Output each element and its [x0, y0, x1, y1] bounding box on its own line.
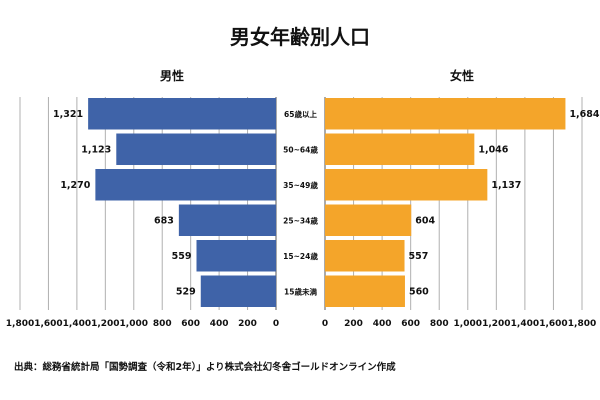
bar-male: [200, 275, 276, 307]
category-label: 35~49歳: [283, 180, 318, 190]
bar-female: [325, 275, 405, 307]
bar-male: [196, 240, 276, 272]
tick-label-right: 200: [344, 319, 363, 329]
tick-label-left: 800: [153, 319, 172, 329]
category-label: 15~24歳: [283, 251, 318, 261]
tick-label-left: 600: [181, 319, 200, 329]
tick-label-right: 800: [430, 319, 449, 329]
chart-title: 男女年齢別人口: [230, 25, 370, 49]
tick-label-left: 1,800: [6, 319, 34, 329]
bar-male: [178, 204, 276, 236]
tick-label-left: 0: [273, 319, 279, 329]
tick-label-right: 1,000: [454, 319, 482, 329]
data-label-female: 604: [415, 215, 435, 226]
category-label: 50~64歳: [283, 144, 318, 154]
tick-label-left: 400: [210, 319, 229, 329]
tick-label-right: 1,600: [539, 319, 567, 329]
tick-label-right: 0: [322, 319, 328, 329]
data-label-male: 1,321: [53, 109, 83, 120]
legend-female: 女性: [450, 68, 474, 83]
bar-male: [116, 133, 276, 165]
bar-male: [88, 98, 276, 130]
tick-label-right: 1,200: [482, 319, 510, 329]
data-label-male: 683: [154, 215, 174, 226]
tick-label-left: 1,400: [63, 319, 91, 329]
tick-label-left: 1,000: [120, 319, 148, 329]
data-label-male: 529: [176, 286, 196, 297]
category-label: 25~34歳: [283, 215, 318, 225]
tick-label-right: 1,400: [511, 319, 539, 329]
tick-label-left: 1,600: [34, 319, 62, 329]
data-label-female: 1,684: [569, 109, 599, 120]
data-label-male: 1,270: [60, 180, 90, 191]
data-label-male: 559: [172, 251, 192, 262]
bar-female: [325, 98, 566, 130]
tick-label-right: 400: [373, 319, 392, 329]
data-label-female: 560: [409, 286, 429, 297]
data-label-female: 557: [409, 251, 429, 262]
category-label: 15歳未満: [284, 286, 317, 296]
bar-female: [325, 133, 475, 165]
tick-label-left: 1,200: [91, 319, 119, 329]
bar-female: [325, 204, 412, 236]
data-label-male: 1,123: [81, 144, 111, 155]
tick-label-left: 200: [238, 319, 257, 329]
tick-label-right: 1,800: [568, 319, 596, 329]
legend-male: 男性: [160, 68, 184, 83]
bar-male: [95, 169, 276, 201]
data-label-female: 1,137: [491, 180, 521, 191]
bar-female: [325, 169, 488, 201]
source-note: 出典：総務省統計局「国勢調査（令和2年）」より株式会社幻冬舎ゴールドオンライン作…: [14, 361, 396, 373]
tick-label-right: 600: [401, 319, 420, 329]
data-label-female: 1,046: [478, 144, 508, 155]
bar-female: [325, 240, 405, 272]
category-label: 65歳以上: [284, 109, 317, 119]
